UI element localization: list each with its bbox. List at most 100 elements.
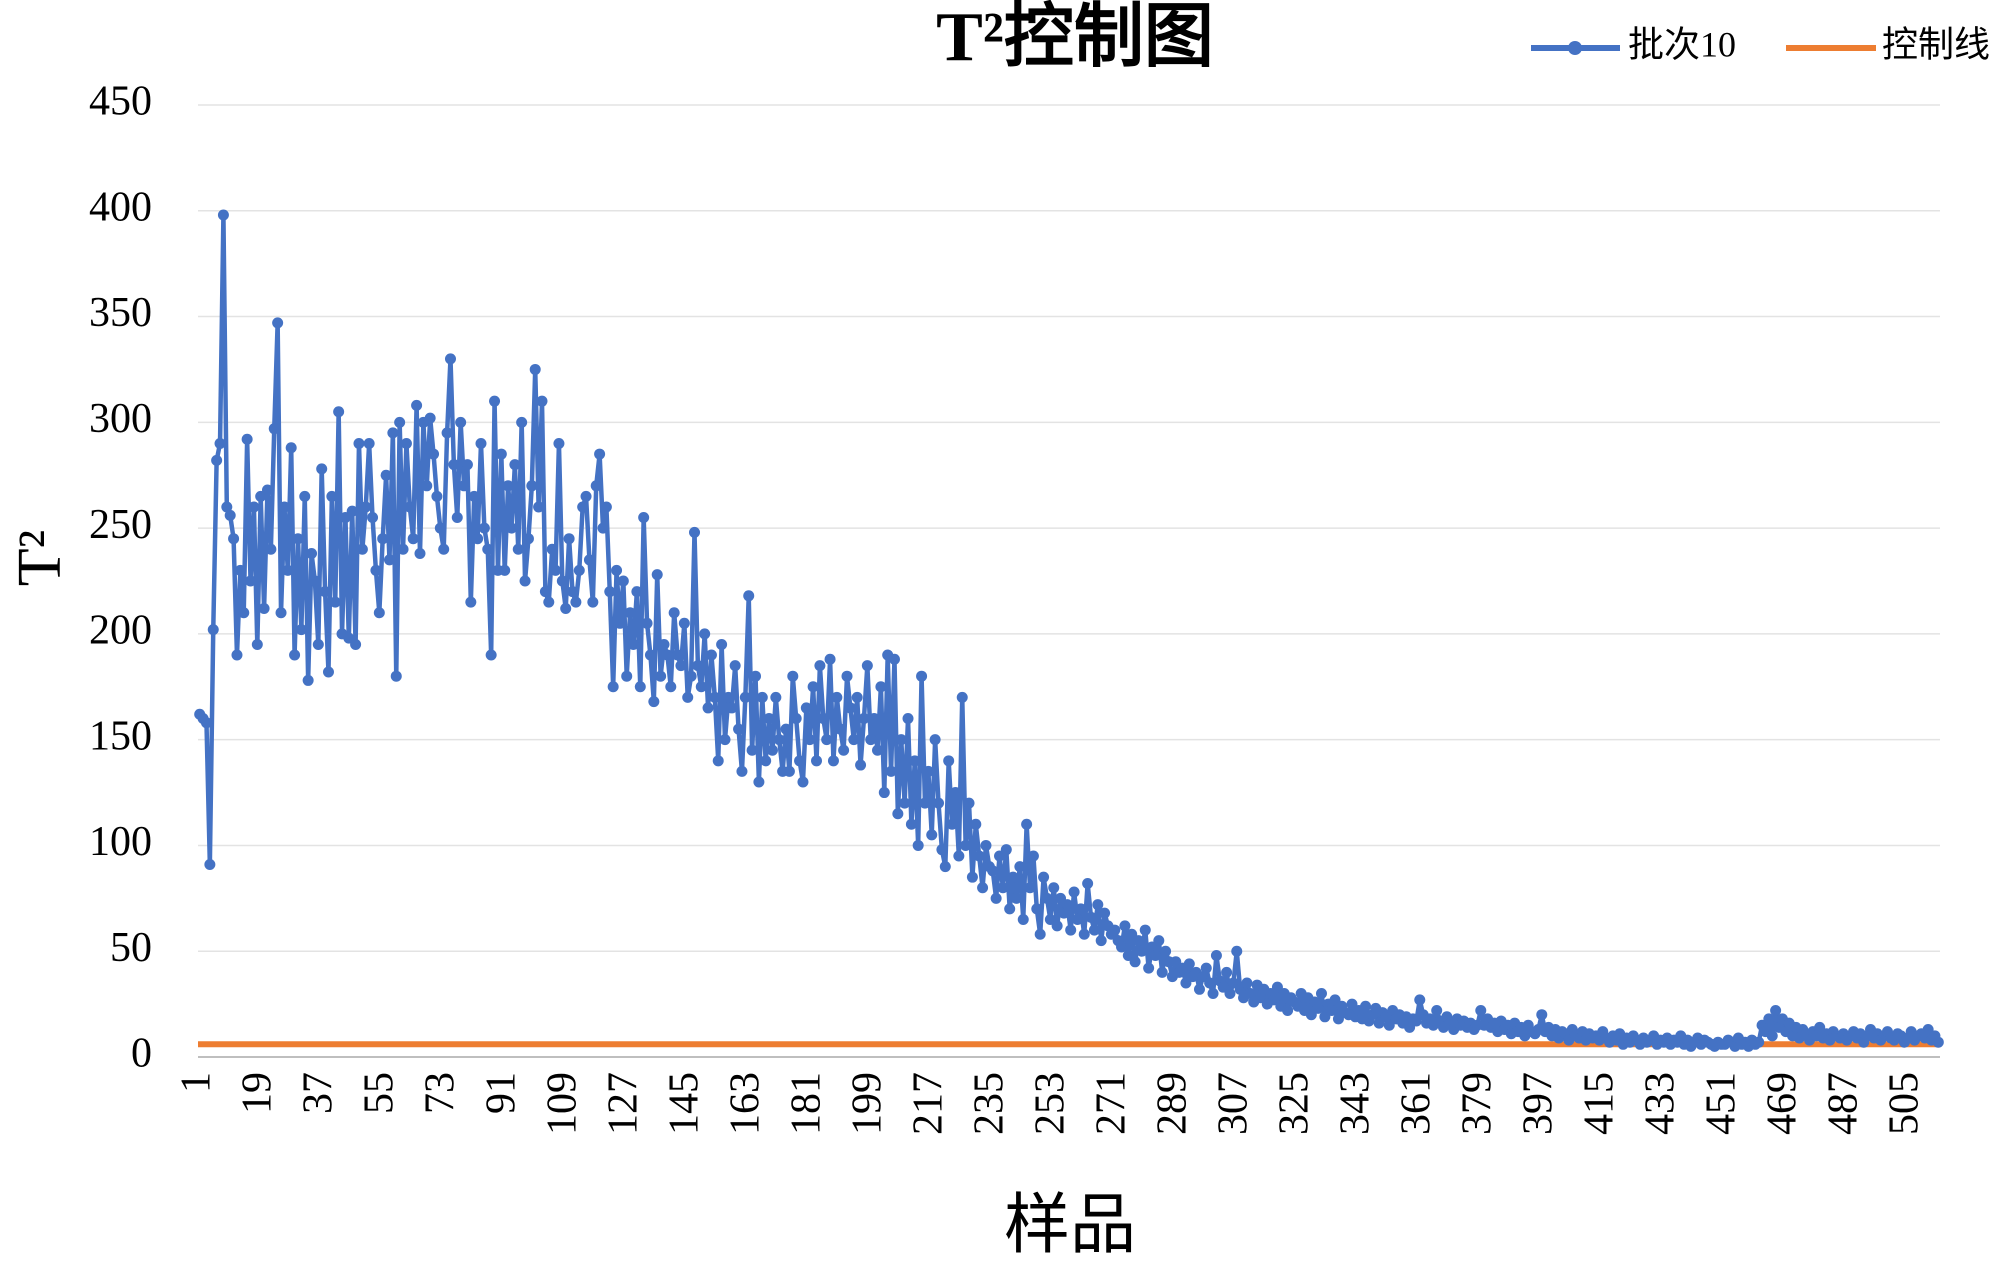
data-point xyxy=(770,691,782,703)
data-point xyxy=(1139,924,1151,936)
data-point xyxy=(350,638,362,650)
data-point xyxy=(949,787,961,799)
data-point xyxy=(1058,907,1070,919)
data-point xyxy=(1010,892,1022,904)
data-point xyxy=(245,575,257,587)
data-point xyxy=(543,596,555,608)
y-axis-label: T² xyxy=(6,530,74,586)
y-tick-label: 50 xyxy=(110,925,152,971)
x-tick-label: 415 xyxy=(1576,1072,1622,1135)
data-point xyxy=(712,755,724,767)
data-point xyxy=(709,691,721,703)
data-point xyxy=(844,702,856,714)
data-point xyxy=(573,564,585,576)
data-point xyxy=(953,850,965,862)
data-point xyxy=(628,638,639,650)
data-point xyxy=(1536,1009,1548,1021)
data-point xyxy=(414,547,426,559)
data-point xyxy=(238,607,250,619)
data-point xyxy=(926,829,938,841)
data-point xyxy=(326,490,338,502)
y-tick-label: 400 xyxy=(89,184,152,230)
data-point xyxy=(1766,1030,1778,1042)
data-point xyxy=(580,490,592,502)
data-point xyxy=(851,691,863,703)
data-point xyxy=(885,765,897,777)
data-point xyxy=(1027,850,1039,862)
data-point xyxy=(550,564,562,576)
data-point xyxy=(929,734,941,746)
data-point xyxy=(1007,871,1019,883)
data-point xyxy=(234,564,246,576)
data-point xyxy=(424,412,436,424)
data-point xyxy=(278,501,290,513)
data-point xyxy=(1085,911,1097,923)
y-tick-label: 100 xyxy=(89,819,152,865)
data-point xyxy=(895,734,907,746)
data-point xyxy=(370,564,382,576)
data-point xyxy=(1475,1004,1487,1016)
data-point xyxy=(997,882,1009,894)
data-point xyxy=(1061,899,1073,911)
data-point xyxy=(1183,958,1195,970)
x-tick-label: 73 xyxy=(417,1072,463,1114)
data-point xyxy=(1041,892,1053,904)
data-point xyxy=(621,670,633,682)
data-point xyxy=(383,554,395,566)
data-point xyxy=(428,448,440,460)
data-point xyxy=(1156,966,1168,978)
data-point xyxy=(675,660,687,672)
data-point xyxy=(960,839,972,851)
data-point xyxy=(265,543,277,555)
data-point xyxy=(875,681,887,693)
data-point xyxy=(966,871,978,883)
data-point xyxy=(502,480,514,492)
data-point xyxy=(363,437,375,449)
x-tick-label: 145 xyxy=(661,1072,707,1135)
data-point xyxy=(1160,945,1172,957)
data-point xyxy=(600,501,612,513)
x-tick-label: 469 xyxy=(1759,1072,1805,1135)
data-point xyxy=(373,607,385,619)
x-tick-label: 163 xyxy=(722,1072,768,1135)
data-point xyxy=(1068,886,1080,898)
data-point xyxy=(804,734,816,746)
data-point xyxy=(878,787,890,799)
x-tick-label: 181 xyxy=(783,1072,829,1135)
x-tick-label: 307 xyxy=(1210,1072,1256,1135)
data-point xyxy=(834,723,846,735)
x-tick-label: 127 xyxy=(600,1072,646,1135)
data-point xyxy=(458,480,470,492)
data-point xyxy=(702,702,714,714)
data-point xyxy=(1241,977,1253,989)
data-point xyxy=(760,755,772,767)
data-point xyxy=(478,522,490,534)
data-point xyxy=(909,755,921,767)
data-point xyxy=(512,543,524,555)
data-point xyxy=(566,586,578,598)
data-point xyxy=(1004,903,1016,915)
data-point xyxy=(411,399,423,411)
x-tick-label: 109 xyxy=(539,1072,585,1135)
data-point xyxy=(455,416,467,428)
x-tick-label: 55 xyxy=(356,1072,402,1114)
data-point xyxy=(1014,861,1026,873)
data-point xyxy=(1000,844,1012,856)
data-point xyxy=(729,660,741,672)
data-point xyxy=(217,209,229,221)
data-point xyxy=(726,702,738,714)
data-point xyxy=(1038,871,1050,883)
data-point xyxy=(214,437,226,449)
data-point xyxy=(1109,924,1121,936)
data-point xyxy=(987,865,999,877)
data-point xyxy=(461,459,473,471)
data-point xyxy=(624,607,636,619)
data-point xyxy=(465,596,477,608)
data-point xyxy=(763,713,775,725)
data-point xyxy=(872,744,884,756)
data-point xyxy=(811,755,823,767)
data-point xyxy=(380,469,392,481)
data-point xyxy=(614,617,626,629)
data-point xyxy=(780,723,792,735)
